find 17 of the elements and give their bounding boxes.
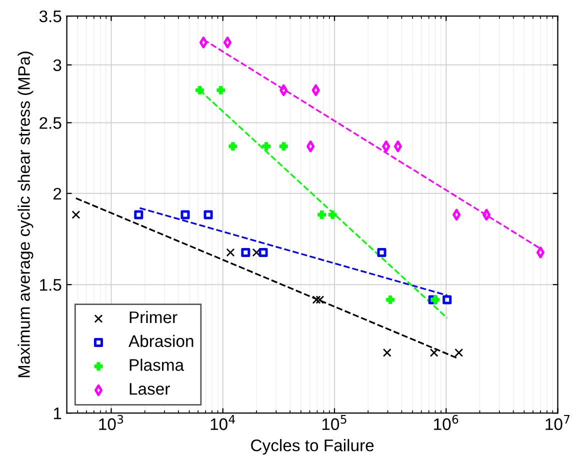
x-tick-label: 10$^{5}$: [322, 415, 346, 430]
x-tick-label: 10$^{6}$: [434, 414, 458, 430]
legend-label: Abrasion: [128, 334, 194, 348]
y-tick-label: 2.5: [40, 117, 62, 129]
x-tick-label: 10$^{3}$: [99, 414, 124, 430]
y-tick-label: 1: [54, 408, 62, 420]
y-tick-label: 2: [54, 188, 62, 200]
y-axis-title: Maximum average cyclic shear stress (MPa): [18, 52, 34, 378]
legend-label: Primer: [130, 310, 178, 324]
y-tick-label: 3.5: [39, 10, 62, 22]
legend-label: Laser: [130, 383, 170, 395]
x-tick-label: 10$^{4}$: [210, 415, 235, 430]
y-tick-label: 3: [53, 59, 62, 72]
x-axis-title: Cycles to Failure: [251, 439, 374, 455]
x-tick-label: 10$^{7}$: [546, 415, 570, 430]
y-tick-label: 1.5: [40, 279, 62, 291]
legend-label: Plasma: [130, 358, 184, 371]
